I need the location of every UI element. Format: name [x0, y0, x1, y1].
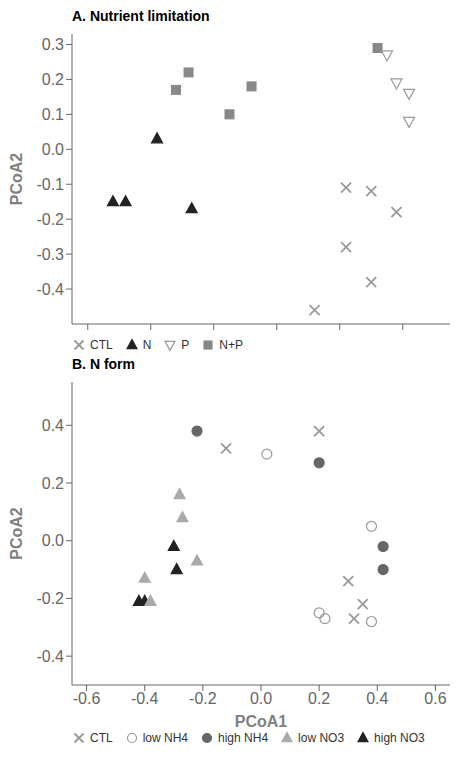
svg-text:-0.1: -0.1	[36, 176, 64, 193]
svg-text:-0.2: -0.2	[36, 590, 64, 607]
svg-text:0.3: 0.3	[42, 36, 64, 53]
svg-text:0.2: 0.2	[42, 475, 64, 492]
html-text:low NO3: low NO3	[298, 731, 345, 745]
svg-text:PCoA2: PCoA2	[8, 153, 25, 206]
svg-text:-0.6: -0.6	[73, 690, 101, 707]
html-text:N: N	[142, 338, 152, 352]
html-text:low NH4: low NH4	[142, 731, 188, 745]
svg-text:0.0: 0.0	[250, 690, 272, 707]
svg-text:0.2: 0.2	[308, 690, 330, 707]
svg-text:PCoA1: PCoA1	[235, 713, 288, 730]
svg-text:0.4: 0.4	[366, 690, 388, 707]
html-text:CTL: CTL	[90, 731, 113, 745]
svg-text:0.4: 0.4	[42, 417, 64, 434]
html-text:CTL: CTL	[90, 338, 113, 352]
html-text:P: P	[181, 338, 190, 352]
html-text:B. N form: B. N form	[72, 356, 135, 372]
svg-text:PCoA2: PCoA2	[8, 507, 25, 560]
svg-text:-0.4: -0.4	[36, 648, 64, 665]
svg-text:-0.4: -0.4	[131, 690, 159, 707]
svg-text:0.0: 0.0	[42, 532, 64, 549]
svg-text:-0.2: -0.2	[36, 211, 64, 228]
svg-text:0.0: 0.0	[42, 141, 64, 158]
svg-text:-0.2: -0.2	[189, 690, 217, 707]
html-text:high NO3: high NO3	[374, 731, 425, 745]
svg-text:0.6: 0.6	[424, 690, 446, 707]
svg-text:0.1: 0.1	[42, 106, 64, 123]
svg-text:0.2: 0.2	[42, 71, 64, 88]
html-text:A. Nutrient limitation: A. Nutrient limitation	[72, 8, 210, 24]
html-text:high NH4: high NH4	[218, 731, 269, 745]
svg-text:-0.3: -0.3	[36, 246, 64, 263]
svg-text:-0.4: -0.4	[36, 281, 64, 298]
html-text:N+P: N+P	[219, 338, 243, 352]
